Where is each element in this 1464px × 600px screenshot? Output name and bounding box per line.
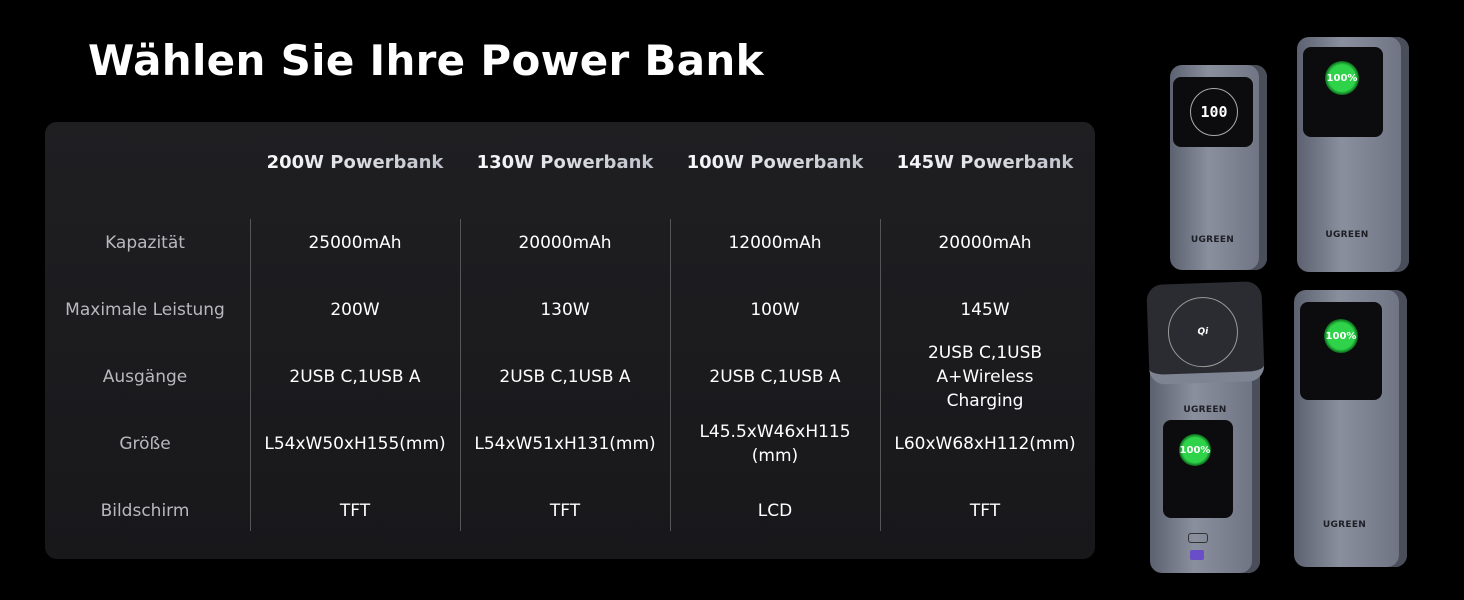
row-label: Ausgänge	[102, 367, 188, 387]
table-cell: 20000mAh	[938, 233, 1032, 253]
row-label: Kapazität	[105, 233, 185, 253]
table-cell: 2USB C,1USB A	[499, 367, 631, 387]
display-readout: 100%	[1179, 434, 1211, 466]
row-label: Bildschirm	[100, 501, 190, 521]
page-title: Wählen Sie Ihre Power Bank	[88, 36, 764, 85]
column-header: 130W Powerbank	[460, 152, 670, 173]
table-cell: L54xW51xH131(mm)	[474, 434, 656, 454]
table-cell: L45.5xW46xH115 (mm)	[699, 422, 851, 466]
powerbank-200w-image: 100% UGREEN	[1294, 290, 1407, 567]
column-divider	[880, 219, 881, 531]
table-cell: 2USB C,1USB A	[289, 367, 421, 387]
column-header: 200W Powerbank	[250, 152, 460, 173]
column-divider	[250, 219, 251, 531]
brand-logo: UGREEN	[1322, 520, 1367, 530]
table-cell: 130W	[540, 300, 590, 320]
display-readout: 100	[1190, 88, 1238, 136]
brand-logo: UGREEN	[1325, 230, 1369, 240]
table-cell: TFT	[969, 501, 1001, 521]
qi-logo: Qi	[1166, 295, 1240, 369]
table-cell: 2USB C,1USB A	[709, 367, 841, 387]
table-cell: 200W	[330, 300, 380, 320]
column-header: 145W Powerbank	[880, 152, 1090, 173]
table-cell: L60xW68xH112(mm)	[894, 434, 1076, 454]
table-cell: 25000mAh	[308, 233, 402, 253]
table-cell: 100W	[750, 300, 800, 320]
display-readout: 100%	[1324, 319, 1358, 353]
table-cell: 2USB C,1USB A+Wireless Charging	[927, 343, 1043, 411]
row-label: Größe	[119, 434, 171, 454]
row-label: Maximale Leistung	[65, 300, 225, 320]
wireless-charger-pad: Qi	[1146, 281, 1265, 385]
table-cell: L54xW50xH155(mm)	[264, 434, 446, 454]
table-cell: TFT	[549, 501, 581, 521]
table-cell: LCD	[757, 501, 793, 521]
table-cell: 145W	[960, 300, 1010, 320]
powerbank-100w-image: 100 UGREEN	[1170, 65, 1267, 270]
usb-c-port	[1188, 533, 1208, 543]
powerbank-130w-image: 100% UGREEN	[1297, 37, 1409, 272]
table-cell: 12000mAh	[728, 233, 822, 253]
brand-logo: UGREEN	[1190, 235, 1235, 245]
column-divider	[460, 219, 461, 531]
table-cell: TFT	[339, 501, 371, 521]
column-header: 100W Powerbank	[670, 152, 880, 173]
comparison-table: 200W Powerbank 130W Powerbank 100W Power…	[45, 122, 1095, 559]
usb-a-port	[1190, 550, 1204, 560]
brand-logo: UGREEN	[1183, 405, 1227, 415]
column-divider	[670, 219, 671, 531]
table-cell: 20000mAh	[518, 233, 612, 253]
display-readout: 100%	[1325, 61, 1359, 95]
